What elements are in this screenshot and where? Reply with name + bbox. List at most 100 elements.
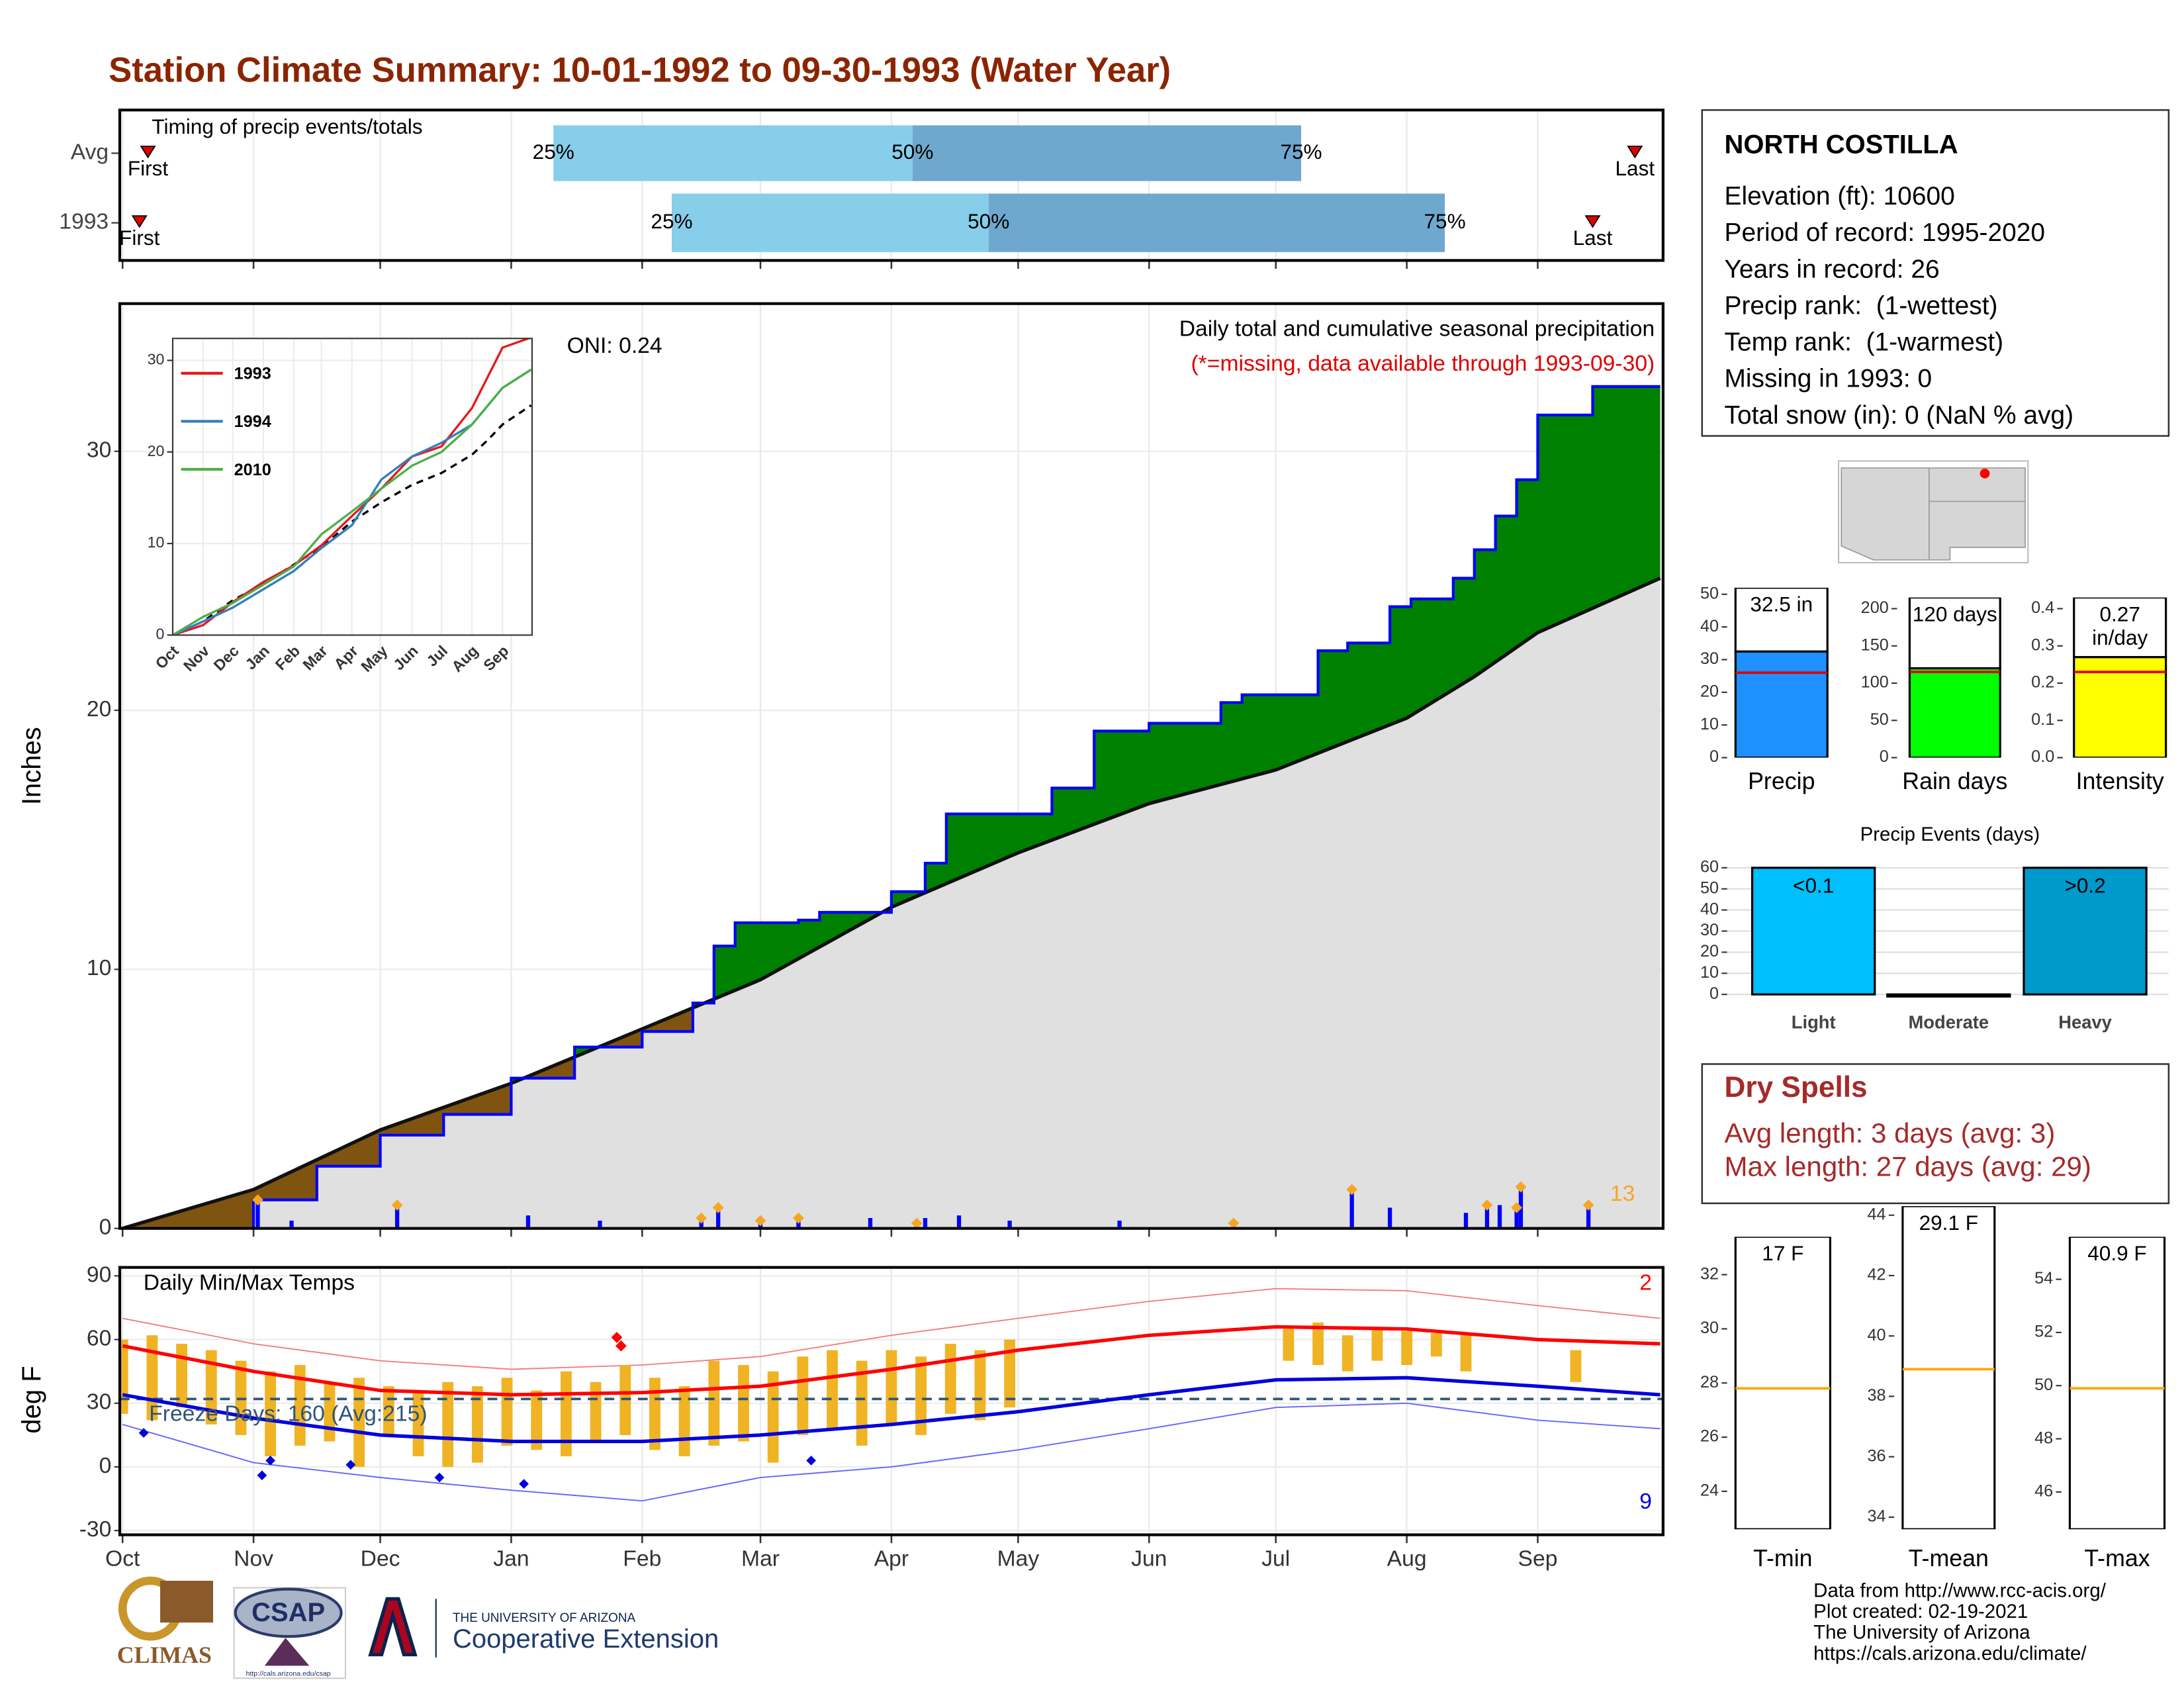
panel-title: Timing of precip events/totals: [152, 115, 422, 138]
y-tick-label: 0.0: [2031, 747, 2054, 766]
y-tick-label: 26: [1700, 1427, 1719, 1446]
daily-bar: [868, 1218, 873, 1229]
y-tick-label: 36: [1868, 1446, 1886, 1465]
y-tick-label: 20: [148, 442, 165, 459]
y-tick-label: 200: [1861, 598, 1889, 617]
y-tick-label: 28: [1700, 1373, 1719, 1391]
y-tick-label: 50: [1700, 584, 1719, 602]
marker-label: First: [119, 226, 160, 250]
station-lines: Elevation (ft): 10600 Period of record: 1…: [1724, 182, 2073, 430]
value-label-box: 17 F: [1762, 1243, 1803, 1266]
x-tick-label: Jan: [493, 1546, 529, 1571]
station-box: [1701, 109, 2170, 437]
y-tick-label: 30: [87, 1390, 111, 1415]
y-tick-label: 30: [87, 438, 111, 463]
event-marker: [1584, 215, 1601, 228]
station-line: Missing in 1993: 0: [1724, 365, 1932, 393]
y-tick-label: 0: [99, 1454, 112, 1478]
dry-spells-line: Max length: 27 days (avg: 29): [1724, 1150, 2091, 1182]
quartile-label: 25%: [533, 140, 574, 164]
x-tick-label: Jul: [1261, 1546, 1290, 1571]
y-tick-label: 30: [1700, 1319, 1719, 1337]
chart-title: Precip Events (days): [1860, 823, 2040, 845]
temp-range-bar: [886, 1350, 897, 1425]
value-box: [2068, 1237, 2166, 1530]
daily-bar: [1514, 1207, 1519, 1229]
daily-bar: [716, 1207, 721, 1229]
summary-bar: [1734, 650, 1829, 758]
temp-range-bar: [767, 1371, 779, 1463]
footer-line: Data from http://www.rcc-acis.org/: [1813, 1580, 2107, 1602]
event-bar: [2023, 867, 2148, 996]
x-tick-label: Apr: [874, 1546, 909, 1571]
x-tick-label: Nov: [234, 1546, 273, 1571]
temp-range-bar: [1312, 1322, 1324, 1366]
value-label-box: 40.9 F: [2087, 1243, 2147, 1266]
y-tick-label: 40: [1868, 1326, 1886, 1344]
y-tick-label: 10: [87, 956, 111, 980]
temp-range-bar: [1283, 1329, 1295, 1361]
ua-logo: [368, 1597, 418, 1657]
daily-bar: [923, 1218, 928, 1229]
flag-marker: [911, 1217, 923, 1229]
legend-label: 1993: [234, 365, 271, 383]
daily-bar: [255, 1199, 260, 1229]
record-max-line: [122, 1288, 1661, 1370]
flag-marker: [712, 1201, 724, 1213]
temp-range-bar: [915, 1356, 927, 1435]
y-tick-label: 100: [1861, 673, 1889, 692]
temp-range-bar: [205, 1350, 217, 1425]
csap-logo: CSAP: [251, 1598, 325, 1627]
x-tick-label: May: [997, 1546, 1040, 1571]
value-label-box: 120 days: [1913, 603, 1997, 627]
y-tick-label: 50: [1700, 878, 1719, 897]
caption: Daily total and cumulative seasonal prec…: [1179, 317, 1655, 342]
flag-count: 13: [1610, 1182, 1635, 1206]
y-tick-label: 32: [1700, 1264, 1719, 1283]
daily-bar: [956, 1215, 962, 1229]
footer-line: https://cals.arizona.edu/climate/: [1813, 1642, 2087, 1664]
flag-marker: [1228, 1217, 1240, 1229]
y-tick-label: 54: [2034, 1269, 2053, 1288]
category-label: Rain days: [1902, 768, 2007, 794]
record-high-count: 2: [1639, 1271, 1652, 1295]
flag-marker: [1582, 1199, 1594, 1211]
panel-frame: [118, 302, 1664, 1230]
coop-name: Cooperative Extension: [453, 1624, 719, 1654]
value-label-box: 29.1 F: [1919, 1211, 1979, 1235]
y-tick-label: 0: [99, 1215, 112, 1240]
daily-bar: [1586, 1205, 1591, 1229]
map: [1838, 460, 2029, 564]
category-label: T-min: [1753, 1545, 1812, 1571]
summary-plot: [1734, 587, 1829, 758]
flag-marker: [1515, 1181, 1527, 1193]
row-label: Avg: [71, 140, 109, 164]
y-tick-label: 10: [1700, 715, 1719, 733]
summary-plot: [1908, 597, 2001, 758]
marker-label: Last: [1615, 156, 1655, 180]
flag-marker: [1511, 1201, 1523, 1213]
daily-bar: [598, 1220, 602, 1229]
event-bar: [1751, 867, 1876, 996]
event-marker: [140, 146, 156, 159]
y-tick-label: 10: [1700, 963, 1719, 982]
value-box: [1734, 587, 1829, 653]
x-tick-label: Jun: [1131, 1546, 1167, 1571]
station-line: Temp rank: (1-warmest): [1724, 328, 2003, 357]
temp-range-bar: [1570, 1350, 1582, 1382]
inset-frame: [171, 338, 533, 636]
temp-range-bar: [265, 1371, 277, 1456]
daily-bar: [1007, 1220, 1012, 1229]
category-label: Intensity: [2076, 768, 2164, 794]
station-line: Years in record: 26: [1724, 255, 1939, 283]
quartile-bar: [671, 193, 989, 252]
y-tick-label: 0: [1709, 984, 1719, 1003]
y-tick-label: 0.2: [2031, 673, 2054, 692]
y-tick-label: 34: [1868, 1507, 1886, 1526]
record-low: [519, 1479, 529, 1489]
flag-marker: [793, 1212, 804, 1224]
station-line: Total snow (in): 0 (NaN % avg): [1724, 401, 2073, 430]
y-tick-label: 38: [1868, 1386, 1886, 1405]
climas-logo: CLIMAS: [117, 1642, 212, 1668]
y-tick-label: 40: [1700, 617, 1719, 635]
